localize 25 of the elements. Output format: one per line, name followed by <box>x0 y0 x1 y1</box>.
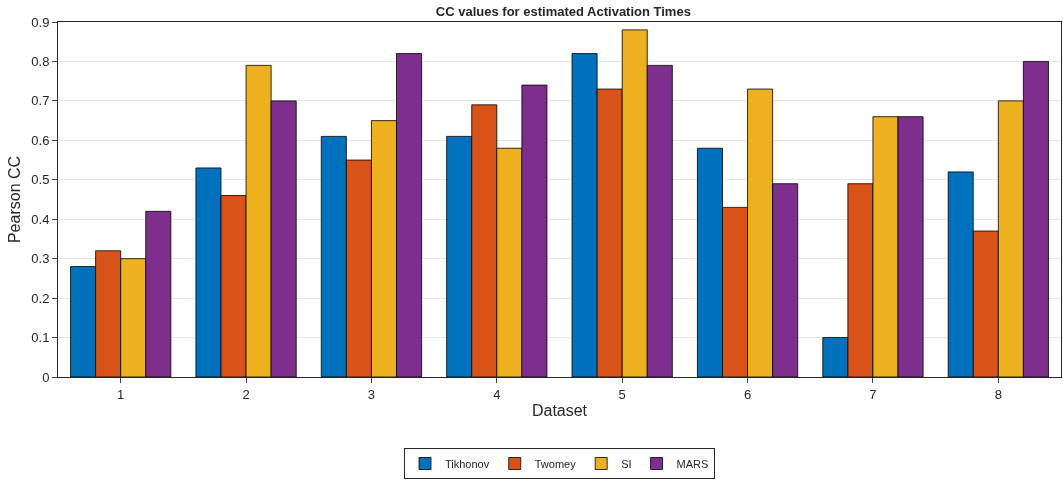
legend-label: SI <box>621 457 632 470</box>
y-tick-label: 0.6 <box>31 132 50 148</box>
y-tick-label: 0.3 <box>31 251 50 267</box>
chart-title: CC values for estimated Activation Times <box>435 4 691 20</box>
x-tick-label: 2 <box>242 386 250 402</box>
x-axis-title: Dataset <box>531 402 588 420</box>
x-tick-label: 7 <box>869 386 877 402</box>
legend-label: Twomey <box>534 457 577 470</box>
legend-label: Tikhonov <box>445 457 490 470</box>
x-tick-label: 6 <box>743 386 752 402</box>
y-tick-label: 0.7 <box>31 93 50 109</box>
y-tick-label: 0.4 <box>31 211 50 227</box>
y-tick-label: 0.5 <box>31 172 50 188</box>
y-tick-label: 0 <box>42 369 50 385</box>
y-tick-label: 0.8 <box>31 53 50 69</box>
x-tick-label: 8 <box>994 386 1002 402</box>
y-tick-label: 0.1 <box>31 330 50 346</box>
y-tick-label: 0.2 <box>31 290 50 306</box>
x-tick-label: 1 <box>117 386 125 402</box>
legend-label: MARS <box>676 457 709 470</box>
x-tick-label: 3 <box>367 386 376 402</box>
x-tick-label: 5 <box>618 386 626 402</box>
y-axis-title: Pearson CC <box>6 155 24 244</box>
y-tick-label: 0.9 <box>31 14 50 30</box>
x-tick-label: 4 <box>493 386 501 402</box>
